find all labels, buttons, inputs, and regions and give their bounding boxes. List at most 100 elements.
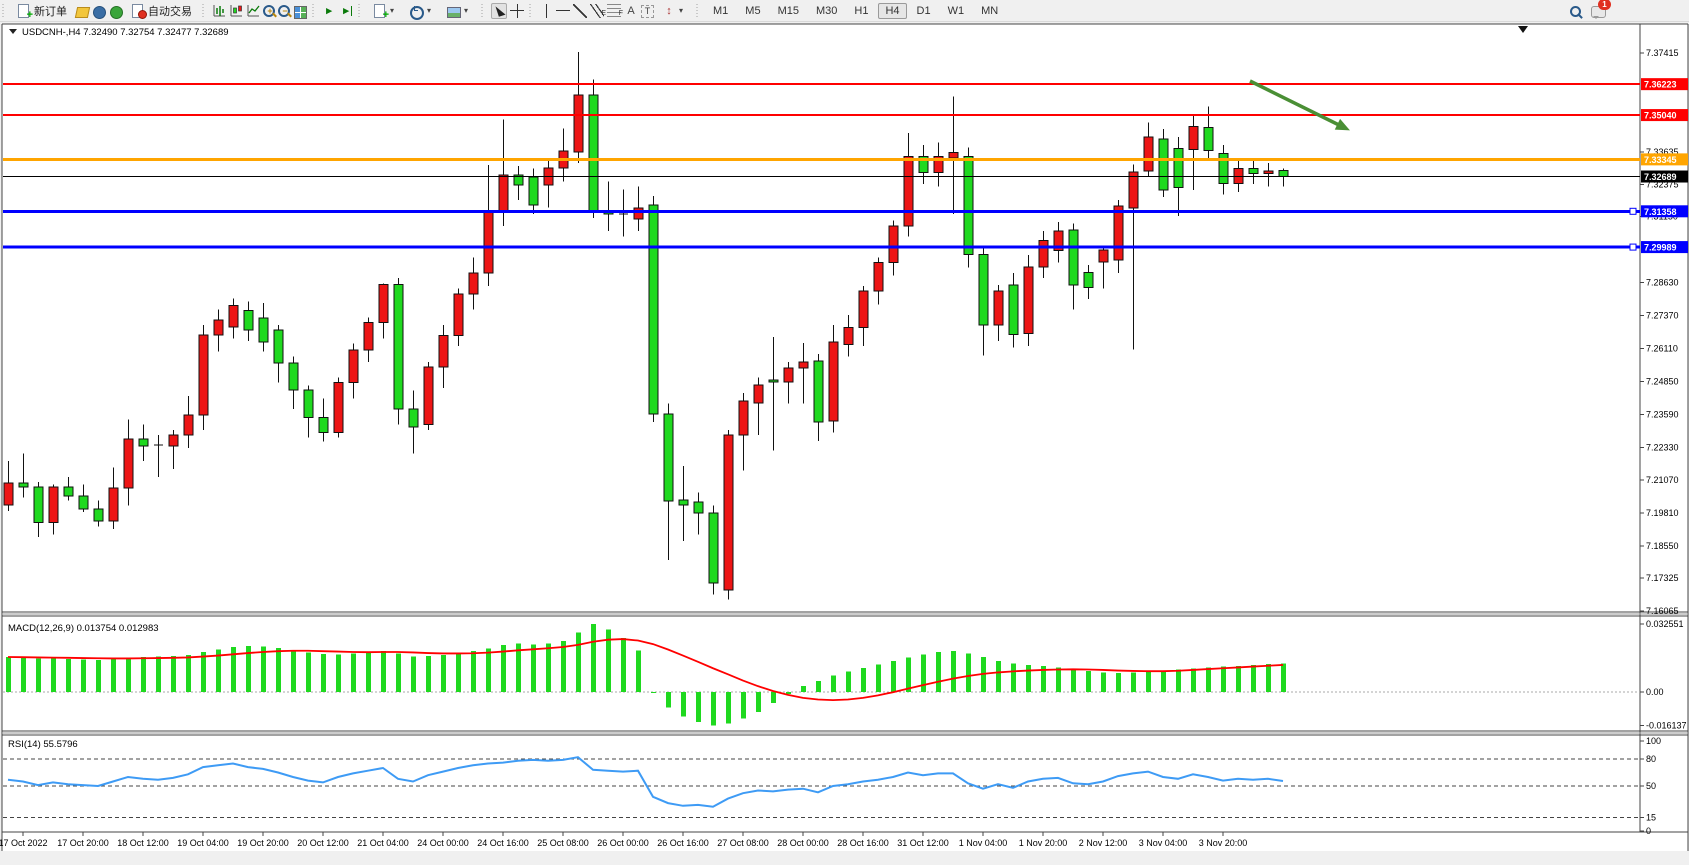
macd-bar xyxy=(591,624,596,692)
text-label-tool-icon[interactable] xyxy=(641,4,654,18)
macd-bar xyxy=(66,659,71,692)
chart-shift-marker[interactable] xyxy=(1518,26,1528,33)
arrows-tool-button[interactable] xyxy=(657,2,691,20)
toolbar-grip[interactable] xyxy=(312,3,317,18)
candle-body xyxy=(483,210,494,274)
candle-body xyxy=(1113,205,1124,261)
price-axis[interactable]: 7.374157.336357.323757.311507.286307.273… xyxy=(1640,48,1679,616)
trendline-tool-icon[interactable] xyxy=(573,3,587,18)
signals-icon[interactable] xyxy=(109,4,123,19)
chart-window[interactable]: 7.374157.336357.323757.311507.286307.273… xyxy=(0,22,1689,860)
symbol-ohlc-title: USDCNH-,H4 7.32490 7.32754 7.32477 7.326… xyxy=(22,27,229,38)
equidistant-channel-tool-icon[interactable] xyxy=(590,3,606,21)
candle-body xyxy=(873,261,884,292)
toolbar-grip[interactable] xyxy=(481,3,486,18)
macd-bar xyxy=(531,644,536,692)
macd-bar xyxy=(501,645,506,692)
trend-arrow-annotation[interactable] xyxy=(1249,79,1350,131)
community-icon[interactable] xyxy=(92,4,106,19)
templates-button[interactable] xyxy=(442,2,476,20)
rsi-axis[interactable]: 100 80 50 15 0 xyxy=(1640,736,1661,836)
chart-shift-icon[interactable] xyxy=(339,4,353,18)
price-tick-label: 7.37415 xyxy=(1646,48,1679,58)
tab-m1[interactable]: M1 xyxy=(713,4,729,17)
rsi-tick-label: 15 xyxy=(1646,813,1656,823)
market-depth-icon[interactable] xyxy=(74,4,90,18)
candle-body xyxy=(528,176,539,206)
toolbar-grip[interactable] xyxy=(202,3,207,18)
candle-body xyxy=(378,284,389,323)
candle-body xyxy=(783,367,794,383)
support-line-1-handle[interactable] xyxy=(1629,207,1637,215)
candle-body xyxy=(648,204,659,415)
horizontal-line-tool-icon[interactable] xyxy=(556,3,570,18)
toolbar-grip[interactable] xyxy=(358,3,363,18)
zoom-out-icon[interactable] xyxy=(278,4,290,18)
tab-h4[interactable]: H4 xyxy=(878,2,907,19)
new-chart-button[interactable] xyxy=(368,2,402,20)
macd-bar xyxy=(1206,667,1211,692)
candle-body xyxy=(663,413,674,502)
tab-m30[interactable]: M30 xyxy=(815,4,838,17)
macd-bar xyxy=(1266,664,1271,692)
support-line-1-price-label-box xyxy=(1641,205,1688,218)
time-tick-label: 26 Oct 16:00 xyxy=(657,838,709,848)
one-click-trading-arrow[interactable] xyxy=(9,29,17,34)
candle-body xyxy=(1263,170,1274,175)
tab-m15[interactable]: M15 xyxy=(777,4,799,17)
macd-label: MACD(12,26,9) 0.013754 0.012983 xyxy=(8,623,159,634)
time-tick-label: 25 Oct 08:00 xyxy=(537,838,589,848)
autotrading-button[interactable]: 自动交易 xyxy=(126,1,197,21)
candle-body xyxy=(183,414,194,436)
macd-bar xyxy=(651,692,656,694)
candle-body xyxy=(1128,171,1139,209)
chat-icon[interactable]: 1 xyxy=(1591,0,1611,18)
tab-m5[interactable]: M5 xyxy=(745,4,761,17)
tile-windows-icon[interactable] xyxy=(293,4,307,19)
line-chart-icon[interactable] xyxy=(246,4,260,18)
tab-w1[interactable]: W1 xyxy=(947,4,965,17)
candle-body xyxy=(438,335,449,368)
auto-scroll-icon[interactable] xyxy=(322,4,336,18)
toolbar-grip[interactable] xyxy=(529,3,534,18)
resistance-line-2-price-label: 7.35040 xyxy=(1644,111,1677,121)
vertical-line-tool-icon[interactable] xyxy=(539,3,553,18)
macd-bar xyxy=(471,651,476,692)
macd-bar xyxy=(291,650,296,692)
candle-body xyxy=(318,417,329,433)
macd-bar xyxy=(801,686,806,692)
new-order-button[interactable]: 新订单 xyxy=(12,1,72,21)
timeframes-menu-button[interactable] xyxy=(405,2,439,20)
tab-d1[interactable]: D1 xyxy=(916,4,931,17)
macd-bar xyxy=(861,668,866,692)
macd-bar xyxy=(246,646,251,692)
candle-body xyxy=(273,329,284,364)
crosshair-tool-icon[interactable] xyxy=(510,3,524,18)
macd-bar xyxy=(1281,663,1286,692)
support-line-2-handle[interactable] xyxy=(1629,243,1637,251)
fibonacci-tool-icon[interactable] xyxy=(607,3,623,21)
time-axis[interactable]: 17 Oct 2022 17 Oct 20:00 18 Oct 12:00 19 Oc… xyxy=(0,832,1247,848)
candle-body xyxy=(1098,249,1109,263)
macd-axis[interactable]: 0.032551 0.00 -0.016137 xyxy=(1640,619,1687,731)
support-line-1-price-label: 7.31358 xyxy=(1644,207,1677,217)
candle-body xyxy=(948,152,959,159)
macd-bar xyxy=(576,632,581,692)
candle-body xyxy=(918,156,929,173)
toolbar-grip[interactable] xyxy=(2,3,7,18)
rsi-tick-label: 0 xyxy=(1646,826,1651,836)
tab-mn[interactable]: MN xyxy=(981,4,999,17)
macd-bar xyxy=(231,647,236,692)
tab-h1[interactable]: H1 xyxy=(854,4,869,17)
search-icon[interactable] xyxy=(1570,5,1581,17)
bar-chart-icon[interactable] xyxy=(212,4,226,18)
text-tool-icon[interactable] xyxy=(624,4,638,18)
macd-bar xyxy=(891,661,896,692)
candlestick-chart-icon[interactable] xyxy=(229,4,243,18)
toolbar-grip[interactable] xyxy=(696,3,701,18)
zoom-in-icon[interactable] xyxy=(263,4,275,18)
macd-bar xyxy=(156,656,161,692)
candle-body xyxy=(633,207,644,220)
cursor-tool-icon[interactable] xyxy=(491,2,507,19)
unread-badge: 1 xyxy=(1598,0,1611,10)
